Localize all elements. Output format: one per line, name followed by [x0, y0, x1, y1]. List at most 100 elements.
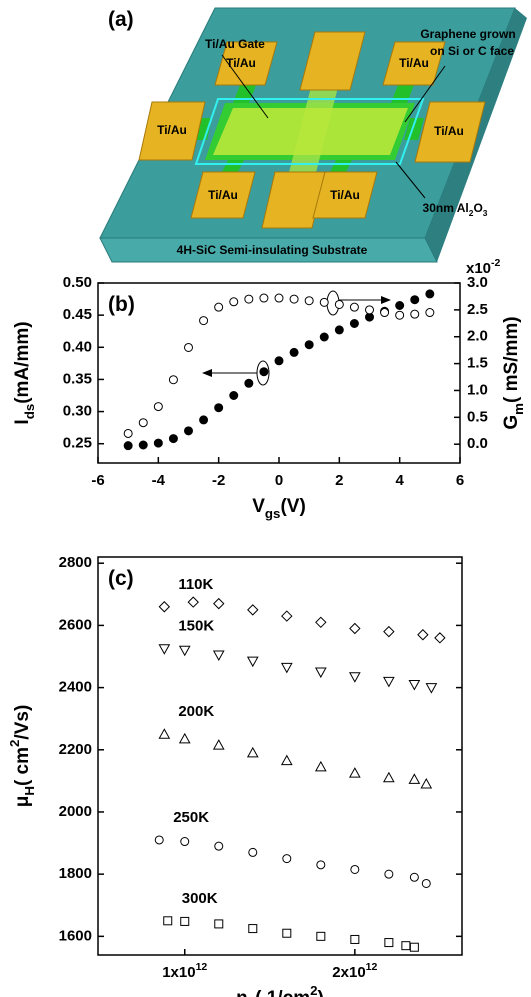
arrow-head [381, 296, 391, 304]
substrate-front [99, 237, 438, 263]
x-tick-label: -4 [152, 472, 166, 489]
plot-frame [97, 556, 463, 956]
y-axis-label: Ids(mA/mm) [12, 321, 37, 424]
x-tick-label: 4 [395, 472, 404, 489]
pointers-b [202, 290, 391, 386]
marker [158, 601, 171, 613]
x-axis-label: Vgs(V) [252, 496, 306, 521]
x-tick-label: -2 [212, 472, 225, 489]
pad-label: Ti/Au [434, 124, 464, 138]
x-tick-label: 2x1012 [332, 961, 377, 981]
marker [384, 938, 394, 948]
marker [425, 289, 435, 299]
marker [383, 676, 395, 688]
marker [319, 332, 329, 342]
marker [365, 305, 374, 315]
y2-multiplier: x10-2 [466, 257, 501, 277]
marker [282, 854, 292, 864]
y-tick-label: 2800 [59, 554, 92, 571]
pad-label: Ti/Au [330, 188, 360, 202]
x-tick-label: 1x1012 [162, 961, 207, 981]
y-tick-label: 2400 [59, 679, 92, 696]
y-tick-label: 0.35 [63, 370, 92, 387]
marker [280, 662, 293, 674]
y2-tick-label: 1.0 [467, 381, 488, 398]
y2-tick-label: 2.5 [467, 301, 488, 318]
marker [383, 625, 395, 638]
oxide-outline [194, 98, 425, 165]
y2-axis-label: Gm( mS/mm) [501, 316, 526, 429]
marker [289, 347, 299, 357]
marker [401, 941, 411, 951]
marker [274, 293, 284, 303]
marker [434, 632, 446, 644]
y2-tick-label: 2.0 [467, 328, 488, 345]
pad [414, 101, 486, 163]
pointer [395, 161, 426, 199]
marker [425, 308, 435, 318]
marker [304, 340, 314, 350]
marker [282, 928, 292, 938]
y-tick-label: 1800 [59, 865, 92, 882]
pad [299, 31, 366, 91]
y-tick-label: 2200 [59, 741, 92, 758]
marker [380, 308, 390, 318]
marker [384, 869, 394, 879]
marker [214, 302, 224, 312]
y-tick-label: 0.25 [63, 435, 92, 452]
marker [334, 325, 344, 335]
marker [259, 293, 269, 303]
device-diagram: (a) Ti/Au Gate Graphene grown on Si or C… [99, 7, 527, 263]
y-tick-label: 1600 [59, 927, 92, 944]
marker [212, 739, 225, 750]
marker [123, 441, 133, 451]
marker [314, 760, 327, 772]
marker [315, 616, 327, 629]
panel-label: (b) [108, 293, 135, 316]
pad [214, 41, 278, 86]
marker [184, 342, 193, 352]
series-label: 110K [178, 576, 213, 593]
marker [421, 878, 431, 888]
y2-tick-label: 1.5 [467, 355, 488, 372]
pad [261, 171, 326, 229]
marker [410, 309, 420, 319]
y-tick-label: 0.50 [63, 274, 92, 291]
marker [158, 644, 171, 655]
panel-label: (c) [108, 567, 134, 590]
marker [395, 301, 405, 310]
plot-frame [97, 282, 461, 464]
marker [289, 294, 299, 304]
pad-label: Ti/Au [226, 56, 256, 70]
pad [312, 171, 378, 219]
marker [246, 746, 259, 758]
marker [158, 728, 171, 739]
y2-tick-label: 3.0 [467, 274, 488, 291]
gate [213, 108, 408, 155]
marker [244, 378, 254, 388]
series-label: 200K [178, 703, 214, 720]
marker [304, 296, 314, 306]
marker [123, 428, 133, 438]
marker [138, 440, 148, 450]
pad [382, 41, 446, 86]
pointer [404, 65, 446, 123]
pad-label: Ti/Au [208, 188, 238, 202]
marker [408, 679, 421, 691]
oxide-label: 30nm Al2O3 [423, 201, 488, 218]
y-tick-label: 0.45 [63, 306, 92, 323]
pointer [221, 54, 269, 119]
marker [334, 299, 344, 309]
marker [180, 916, 190, 926]
series-label: 250K [173, 809, 209, 826]
y-axis-label: μH( cm2/Vs) [7, 705, 37, 808]
y2-tick-label: 0.0 [467, 435, 488, 452]
marker [244, 294, 254, 304]
marker [348, 767, 361, 778]
marker [316, 931, 326, 941]
panel-label: (a) [108, 8, 134, 31]
marker [259, 367, 269, 377]
gate-label: Ti/Au Gate [205, 37, 265, 51]
y-tick-label: 0.30 [63, 403, 92, 420]
